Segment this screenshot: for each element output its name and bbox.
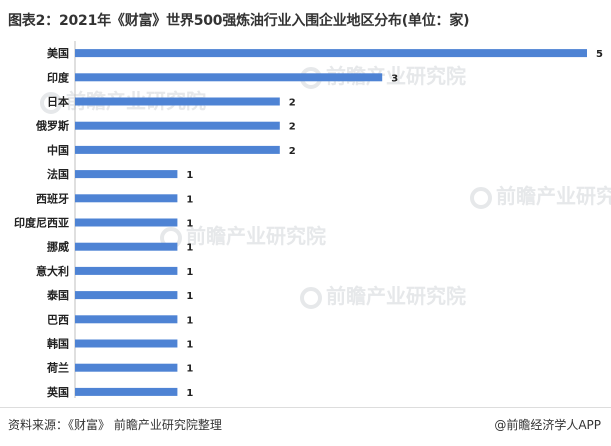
value-label: 2 [289,122,296,133]
chart-area: 美国 5 印度 3 日本 2 俄罗斯 2 中国 2 法国 1 西班牙 1 印度尼西亚 1 挪威 1 意大利 1 泰国 1 巴… [0,38,611,404]
category-label: 印度 [47,70,70,84]
bar [75,194,178,203]
bar [75,339,178,348]
value-label: 1 [186,364,193,375]
value-label: 1 [186,340,193,351]
bar [75,121,280,130]
bar [75,242,178,251]
bar-chart: 美国 5 印度 3 日本 2 俄罗斯 2 中国 2 法国 1 西班牙 1 印度尼西亚 1 挪威 1 意大利 1 泰国 1 巴… [14,41,603,404]
credit-note: @前瞻经济学人APP [494,418,601,432]
value-label: 5 [596,49,603,60]
value-label: 1 [186,219,193,230]
category-label: 日本 [47,95,69,109]
category-label: 中国 [47,143,69,157]
value-label: 2 [289,98,296,109]
bar [75,170,178,179]
value-label: 2 [289,146,296,157]
value-label: 1 [186,170,193,181]
value-label: 1 [186,243,193,254]
source-note: 资料来源：《财富》 前瞻产业研究院整理 [8,418,222,432]
category-label: 法国 [47,167,69,181]
category-label: 西班牙 [36,191,69,205]
value-label: 3 [391,73,398,84]
bar [75,218,178,227]
bar [75,315,178,324]
value-label: 1 [186,194,193,205]
value-label: 1 [186,388,193,398]
value-label: 1 [186,291,193,302]
footer-divider [0,407,611,408]
bar [75,73,383,82]
value-label: 1 [186,315,193,326]
bar [75,145,280,154]
category-label: 印度尼西亚 [14,216,69,230]
category-label: 英国 [46,385,69,398]
category-label: 荷兰 [46,361,69,375]
bar [75,363,178,372]
category-label: 挪威 [47,240,69,254]
bar [75,266,178,275]
category-label: 俄罗斯 [35,119,69,133]
category-label: 美国 [47,46,69,60]
bar [75,387,178,396]
category-label: 泰国 [46,288,69,302]
chart-title: 图表2：2021年《财富》世界500强炼油行业入围企业地区分布(单位：家) [8,13,470,29]
value-label: 1 [186,267,193,278]
bar [75,291,178,300]
bar [75,49,587,58]
category-label: 韩国 [47,337,69,351]
category-label: 巴西 [47,313,69,326]
category-label: 意大利 [36,264,69,278]
bar [75,97,280,106]
